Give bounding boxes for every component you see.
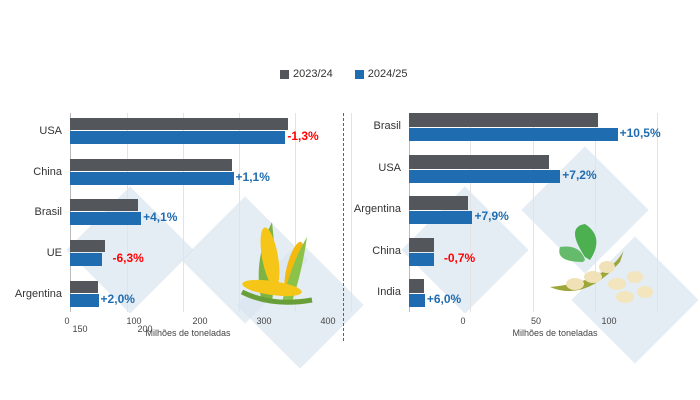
change-label: -1,3%	[287, 129, 319, 143]
legend-swatch-blue	[354, 69, 364, 79]
legend-item-2024: 2024/25	[354, 68, 408, 80]
bar-2023-24	[409, 113, 599, 127]
legend-item-2023: 2023/24	[280, 68, 333, 80]
bar-2023-24	[409, 237, 434, 252]
tick-label: 0	[460, 316, 466, 326]
change-label: +7,2%	[562, 167, 597, 182]
bar-2024-25	[409, 294, 425, 308]
x-axis-title: Milhões de toneladas	[512, 328, 598, 338]
gridline	[533, 113, 534, 312]
change-label: +7,9%	[474, 209, 509, 224]
bar-2023-24	[70, 158, 232, 171]
bar-2024-25	[409, 128, 618, 141]
tick-label: 0	[64, 316, 70, 326]
change-label: +1,1%	[235, 169, 270, 184]
bar-2023-24	[70, 199, 139, 212]
gridline	[295, 113, 296, 312]
tick-label: 50	[530, 316, 542, 326]
bar-2023-24	[409, 154, 550, 169]
legend-swatch-gray	[280, 69, 289, 79]
bar-2024-25	[70, 293, 99, 307]
category-label: China	[372, 244, 401, 257]
change-label: +10,5%	[619, 126, 661, 140]
bar-2023-24	[70, 280, 98, 293]
bar-2024-25	[70, 131, 286, 144]
soybean-icon	[550, 224, 653, 303]
category-label: China	[33, 165, 62, 178]
tick-label: 100	[126, 316, 142, 326]
legend-label: 2024/25	[367, 68, 408, 80]
category-label: Brasil	[34, 206, 62, 219]
change-label: -6,3%	[112, 251, 144, 266]
change-label: +4,1%	[143, 210, 178, 225]
gridline	[657, 113, 658, 312]
legend-label: 2023/24	[293, 68, 333, 80]
change-label: +6,0%	[426, 292, 462, 307]
divider	[343, 113, 344, 341]
category-label: Brasil	[373, 120, 401, 132]
tick-label: 200	[137, 324, 153, 334]
bar-2024-25	[409, 252, 434, 266]
bar-2024-25	[70, 253, 103, 267]
bar-2023-24	[409, 196, 468, 211]
bar-2024-25	[409, 169, 561, 183]
category-label: India	[377, 286, 401, 299]
gridline	[595, 113, 596, 312]
category-label: USA	[39, 125, 62, 137]
tick-label: 400	[320, 316, 336, 326]
category-label: Argentina	[14, 287, 62, 300]
change-label: +2,0%	[100, 291, 135, 306]
tick-label: 100	[601, 316, 617, 326]
legend: 2023/24 2024/25	[280, 68, 408, 80]
gridline	[351, 113, 352, 312]
tick-label: 200	[192, 316, 208, 326]
bar-2024-25	[409, 211, 473, 225]
tick-label: 150	[72, 324, 88, 334]
category-label: UE	[46, 247, 62, 260]
change-label: -0,7%	[443, 250, 476, 265]
gridline	[239, 113, 240, 312]
gridline	[183, 113, 184, 312]
category-label: Argentina	[353, 203, 401, 216]
category-label: USA	[378, 161, 401, 174]
bar-2023-24	[70, 240, 105, 253]
bar-2023-24	[409, 279, 424, 294]
tick-label: 300	[256, 316, 272, 326]
corn-icon	[240, 222, 313, 305]
x-axis-title: Milhões de toneladas	[145, 328, 231, 338]
bar-2024-25	[70, 171, 234, 185]
bar-2023-24	[70, 118, 289, 130]
bar-2024-25	[70, 212, 142, 226]
